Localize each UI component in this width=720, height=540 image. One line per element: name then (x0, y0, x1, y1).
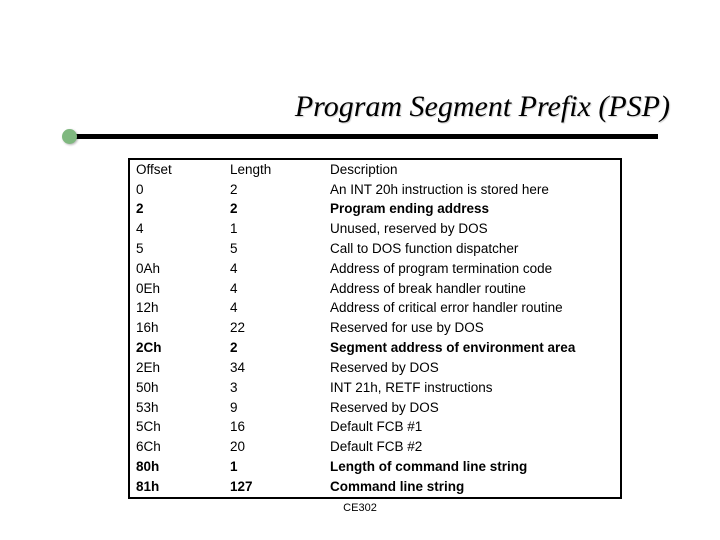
table-row: 6Ch20Default FCB #2 (130, 437, 620, 457)
table-row: 22Program ending address (130, 200, 620, 220)
cell-description: Unused, reserved by DOS (324, 219, 620, 239)
psp-table-inner: OffsetLengthDescription02An INT 20h inst… (130, 160, 620, 497)
cell-length: Length (224, 160, 324, 180)
cell-length: 4 (224, 259, 324, 279)
cell-length: 2 (224, 180, 324, 200)
cell-length: 20 (224, 437, 324, 457)
cell-length: 5 (224, 239, 324, 259)
cell-offset: 50h (130, 378, 224, 398)
cell-description: Length of command line string (324, 457, 620, 477)
cell-length: 1 (224, 219, 324, 239)
cell-offset: 2Eh (130, 358, 224, 378)
cell-offset: 0Eh (130, 279, 224, 299)
table-row: 02An INT 20h instruction is stored here (130, 180, 620, 200)
cell-offset: 12h (130, 299, 224, 319)
cell-offset: 5Ch (130, 418, 224, 438)
table-row: 0Ah4Address of program termination code (130, 259, 620, 279)
cell-description: Default FCB #1 (324, 418, 620, 438)
table-row: 80h1Length of command line string (130, 457, 620, 477)
table-row: 81h127Command line string (130, 477, 620, 497)
cell-description: Program ending address (324, 200, 620, 220)
table-row: 0Eh4Address of break handler routine (130, 279, 620, 299)
cell-description: INT 21h, RETF instructions (324, 378, 620, 398)
cell-description: Description (324, 160, 620, 180)
cell-length: 2 (224, 338, 324, 358)
cell-offset: 0 (130, 180, 224, 200)
cell-length: 34 (224, 358, 324, 378)
cell-description: Address of critical error handler routin… (324, 299, 620, 319)
cell-offset: 16h (130, 319, 224, 339)
cell-description: Address of break handler routine (324, 279, 620, 299)
psp-table: OffsetLengthDescription02An INT 20h inst… (128, 158, 622, 499)
cell-offset: 81h (130, 477, 224, 497)
table-row: 53h9Reserved by DOS (130, 398, 620, 418)
table-row: 50h3INT 21h, RETF instructions (130, 378, 620, 398)
table-row: 16h22Reserved for use by DOS (130, 319, 620, 339)
cell-offset: 5 (130, 239, 224, 259)
cell-description: Reserved for use by DOS (324, 319, 620, 339)
table-row: 5Ch16Default FCB #1 (130, 418, 620, 438)
cell-description: Reserved by DOS (324, 398, 620, 418)
cell-description: Default FCB #2 (324, 437, 620, 457)
cell-description: An INT 20h instruction is stored here (324, 180, 620, 200)
cell-description: Call to DOS function dispatcher (324, 239, 620, 259)
table-row: 41Unused, reserved by DOS (130, 219, 620, 239)
table-row: OffsetLengthDescription (130, 160, 620, 180)
footer-label: CE302 (0, 502, 720, 514)
cell-offset: 2 (130, 200, 224, 220)
cell-offset: Offset (130, 160, 224, 180)
cell-length: 4 (224, 279, 324, 299)
cell-length: 1 (224, 457, 324, 477)
page-title: Program Segment Prefix (PSP) (295, 90, 670, 124)
title-rule (68, 134, 658, 144)
table-row: 12h4Address of critical error handler ro… (130, 299, 620, 319)
cell-offset: 80h (130, 457, 224, 477)
cell-offset: 6Ch (130, 437, 224, 457)
cell-length: 3 (224, 378, 324, 398)
cell-offset: 4 (130, 219, 224, 239)
cell-description: Address of program termination code (324, 259, 620, 279)
cell-offset: 53h (130, 398, 224, 418)
cell-length: 127 (224, 477, 324, 497)
cell-length: 22 (224, 319, 324, 339)
cell-length: 4 (224, 299, 324, 319)
cell-offset: 2Ch (130, 338, 224, 358)
cell-description: Command line string (324, 477, 620, 497)
cell-length: 2 (224, 200, 324, 220)
cell-length: 16 (224, 418, 324, 438)
table-row: 2Eh34Reserved by DOS (130, 358, 620, 378)
cell-offset: 0Ah (130, 259, 224, 279)
cell-description: Segment address of environment area (324, 338, 620, 358)
cell-description: Reserved by DOS (324, 358, 620, 378)
table-row: 2Ch2Segment address of environment area (130, 338, 620, 358)
cell-length: 9 (224, 398, 324, 418)
rule-dot-icon (62, 129, 77, 144)
table-row: 55Call to DOS function dispatcher (130, 239, 620, 259)
rule-bar (68, 134, 658, 139)
